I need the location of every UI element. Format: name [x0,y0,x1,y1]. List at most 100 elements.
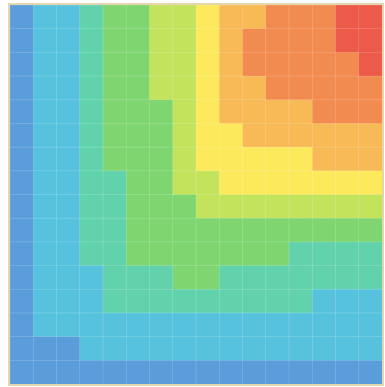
cell [265,194,290,219]
cell [335,312,360,338]
cell [149,360,174,385]
cell [56,146,81,172]
cell [195,99,221,125]
cell [335,75,360,101]
cell [149,75,174,101]
cell [335,241,360,267]
cell [311,241,337,267]
cell [195,146,221,172]
cell [218,52,244,77]
cell [265,28,290,54]
cell [311,265,337,291]
cell [56,312,81,338]
cell [358,241,383,267]
cell [218,360,244,385]
cell [195,241,221,267]
cell [125,241,151,267]
cell [335,360,360,385]
cell [218,4,244,30]
cell [288,146,314,172]
cell [265,217,290,243]
cell [311,194,337,219]
cell [218,288,244,314]
cell [265,312,290,338]
cell [172,241,197,267]
cell [311,99,337,125]
cell [335,146,360,172]
cell [32,52,58,77]
cell [172,170,197,196]
cell [265,265,290,291]
cell [311,123,337,148]
cell [288,75,314,101]
cell [9,194,35,219]
cell [172,194,197,219]
cell [218,75,244,101]
cell [56,99,81,125]
cell [242,217,267,243]
cell [79,75,104,101]
cell [242,28,267,54]
cell [56,123,81,148]
cell [288,170,314,196]
cell [125,52,151,77]
cell [172,123,197,148]
cell [195,52,221,77]
cell [32,75,58,101]
cell [195,170,221,196]
cell [311,28,337,54]
cell [311,75,337,101]
cell [56,28,81,54]
cell [79,146,104,172]
cell [79,217,104,243]
cell [149,28,174,54]
cell [125,123,151,148]
cell [79,336,104,362]
cell [102,123,128,148]
cell [149,146,174,172]
cell [172,336,197,362]
cell [102,99,128,125]
cell [288,123,314,148]
cell [125,170,151,196]
cell [195,336,221,362]
cell [335,288,360,314]
cell [242,336,267,362]
cell [311,4,337,30]
cell [9,241,35,267]
cell [149,241,174,267]
cell [9,52,35,77]
cell [358,265,383,291]
cell [195,123,221,148]
cell [79,4,104,30]
cell [288,4,314,30]
cell [358,217,383,243]
cell [265,170,290,196]
cell [358,52,383,77]
cell [218,170,244,196]
cell [265,52,290,77]
cell [218,99,244,125]
cell [195,360,221,385]
cell [311,288,337,314]
cell [102,28,128,54]
cell [9,360,35,385]
cell [149,312,174,338]
cell [358,194,383,219]
cell [9,123,35,148]
cell [9,28,35,54]
cell [242,360,267,385]
cell [102,146,128,172]
cell [218,312,244,338]
cell [265,241,290,267]
cell [9,288,35,314]
cell [125,28,151,54]
cell [102,170,128,196]
cell [79,241,104,267]
cell [32,336,58,362]
cell [172,99,197,125]
cell [56,217,81,243]
cell [265,123,290,148]
cell [79,170,104,196]
